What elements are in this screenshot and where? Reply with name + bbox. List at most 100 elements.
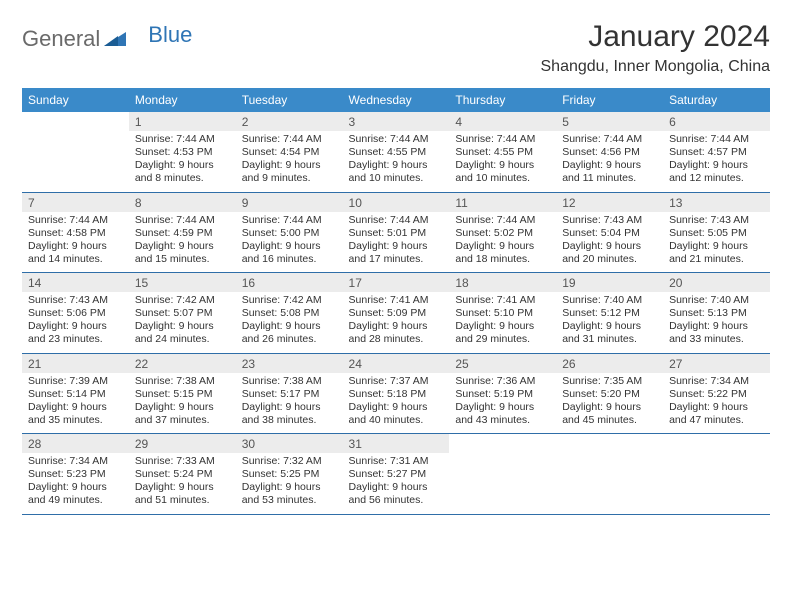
calendar-week-row: 1Sunrise: 7:44 AMSunset: 4:53 PMDaylight… xyxy=(22,112,770,192)
day-content: Sunrise: 7:38 AMSunset: 5:15 PMDaylight:… xyxy=(129,373,236,434)
sunset-text: Sunset: 5:04 PM xyxy=(562,227,657,240)
calendar-day-cell: 14Sunrise: 7:43 AMSunset: 5:06 PMDayligh… xyxy=(22,273,129,354)
day-number: 24 xyxy=(343,354,450,373)
sunrise-text: Sunrise: 7:37 AM xyxy=(349,375,444,388)
day-number: 25 xyxy=(449,354,556,373)
day-content: Sunrise: 7:44 AMSunset: 4:55 PMDaylight:… xyxy=(343,131,450,192)
calendar-day-cell: 18Sunrise: 7:41 AMSunset: 5:10 PMDayligh… xyxy=(449,273,556,354)
day-content: Sunrise: 7:39 AMSunset: 5:14 PMDaylight:… xyxy=(22,373,129,434)
sunset-text: Sunset: 5:01 PM xyxy=(349,227,444,240)
day-content: Sunrise: 7:34 AMSunset: 5:22 PMDaylight:… xyxy=(663,373,770,434)
day-content: Sunrise: 7:35 AMSunset: 5:20 PMDaylight:… xyxy=(556,373,663,434)
daylight-text: Daylight: 9 hours and 56 minutes. xyxy=(349,481,444,507)
calendar-day-cell: 20Sunrise: 7:40 AMSunset: 5:13 PMDayligh… xyxy=(663,273,770,354)
page-header: General Blue January 2024 Shangdu, Inner… xyxy=(22,20,770,76)
sunrise-text: Sunrise: 7:44 AM xyxy=(349,133,444,146)
sunset-text: Sunset: 4:54 PM xyxy=(242,146,337,159)
daylight-text: Daylight: 9 hours and 37 minutes. xyxy=(135,401,230,427)
sunset-text: Sunset: 5:19 PM xyxy=(455,388,550,401)
sunrise-text: Sunrise: 7:44 AM xyxy=(562,133,657,146)
daylight-text: Daylight: 9 hours and 35 minutes. xyxy=(28,401,123,427)
sunset-text: Sunset: 5:02 PM xyxy=(455,227,550,240)
daylight-text: Daylight: 9 hours and 49 minutes. xyxy=(28,481,123,507)
daylight-text: Daylight: 9 hours and 33 minutes. xyxy=(669,320,764,346)
sunrise-text: Sunrise: 7:44 AM xyxy=(455,133,550,146)
day-content: Sunrise: 7:41 AMSunset: 5:09 PMDaylight:… xyxy=(343,292,450,353)
sunrise-text: Sunrise: 7:40 AM xyxy=(562,294,657,307)
calendar-day-cell: 3Sunrise: 7:44 AMSunset: 4:55 PMDaylight… xyxy=(343,112,450,192)
day-content: Sunrise: 7:44 AMSunset: 4:54 PMDaylight:… xyxy=(236,131,343,192)
sunset-text: Sunset: 4:56 PM xyxy=(562,146,657,159)
calendar-day-cell: 23Sunrise: 7:38 AMSunset: 5:17 PMDayligh… xyxy=(236,353,343,434)
day-number: 14 xyxy=(22,273,129,292)
day-content: Sunrise: 7:41 AMSunset: 5:10 PMDaylight:… xyxy=(449,292,556,353)
calendar-body: 1Sunrise: 7:44 AMSunset: 4:53 PMDaylight… xyxy=(22,112,770,514)
daylight-text: Daylight: 9 hours and 38 minutes. xyxy=(242,401,337,427)
sunrise-text: Sunrise: 7:32 AM xyxy=(242,455,337,468)
day-content: Sunrise: 7:44 AMSunset: 4:53 PMDaylight:… xyxy=(129,131,236,192)
day-number: 3 xyxy=(343,112,450,131)
weekday-header: Thursday xyxy=(449,88,556,112)
calendar-day-cell: 6Sunrise: 7:44 AMSunset: 4:57 PMDaylight… xyxy=(663,112,770,192)
sunrise-text: Sunrise: 7:31 AM xyxy=(349,455,444,468)
daylight-text: Daylight: 9 hours and 21 minutes. xyxy=(669,240,764,266)
sunset-text: Sunset: 5:05 PM xyxy=(669,227,764,240)
day-content: Sunrise: 7:34 AMSunset: 5:23 PMDaylight:… xyxy=(22,453,129,514)
sunset-text: Sunset: 5:00 PM xyxy=(242,227,337,240)
sunset-text: Sunset: 4:58 PM xyxy=(28,227,123,240)
calendar-day-cell: 11Sunrise: 7:44 AMSunset: 5:02 PMDayligh… xyxy=(449,192,556,273)
calendar-day-cell: 17Sunrise: 7:41 AMSunset: 5:09 PMDayligh… xyxy=(343,273,450,354)
daylight-text: Daylight: 9 hours and 10 minutes. xyxy=(349,159,444,185)
day-content: Sunrise: 7:43 AMSunset: 5:06 PMDaylight:… xyxy=(22,292,129,353)
day-content: Sunrise: 7:43 AMSunset: 5:05 PMDaylight:… xyxy=(663,212,770,273)
day-number: 15 xyxy=(129,273,236,292)
sunset-text: Sunset: 5:24 PM xyxy=(135,468,230,481)
day-content: Sunrise: 7:44 AMSunset: 4:58 PMDaylight:… xyxy=(22,212,129,273)
sunset-text: Sunset: 5:12 PM xyxy=(562,307,657,320)
title-block: January 2024 Shangdu, Inner Mongolia, Ch… xyxy=(541,20,771,76)
calendar-day-cell: 1Sunrise: 7:44 AMSunset: 4:53 PMDaylight… xyxy=(129,112,236,192)
month-title: January 2024 xyxy=(541,20,771,54)
calendar-day-cell: 9Sunrise: 7:44 AMSunset: 5:00 PMDaylight… xyxy=(236,192,343,273)
day-content: Sunrise: 7:33 AMSunset: 5:24 PMDaylight:… xyxy=(129,453,236,514)
calendar-day-cell: 13Sunrise: 7:43 AMSunset: 5:05 PMDayligh… xyxy=(663,192,770,273)
day-number: 11 xyxy=(449,193,556,212)
sunrise-text: Sunrise: 7:44 AM xyxy=(135,133,230,146)
day-number: 20 xyxy=(663,273,770,292)
day-content xyxy=(556,439,663,497)
weekday-header: Wednesday xyxy=(343,88,450,112)
day-content: Sunrise: 7:38 AMSunset: 5:17 PMDaylight:… xyxy=(236,373,343,434)
sunrise-text: Sunrise: 7:44 AM xyxy=(455,214,550,227)
sunrise-text: Sunrise: 7:42 AM xyxy=(135,294,230,307)
calendar-table: Sunday Monday Tuesday Wednesday Thursday… xyxy=(22,88,770,515)
day-content: Sunrise: 7:44 AMSunset: 5:00 PMDaylight:… xyxy=(236,212,343,273)
day-content xyxy=(449,439,556,497)
sunset-text: Sunset: 5:27 PM xyxy=(349,468,444,481)
day-number: 10 xyxy=(343,193,450,212)
sunset-text: Sunset: 4:55 PM xyxy=(349,146,444,159)
weekday-header: Sunday xyxy=(22,88,129,112)
sunrise-text: Sunrise: 7:34 AM xyxy=(669,375,764,388)
calendar-week-row: 7Sunrise: 7:44 AMSunset: 4:58 PMDaylight… xyxy=(22,192,770,273)
day-number: 22 xyxy=(129,354,236,373)
calendar-week-row: 14Sunrise: 7:43 AMSunset: 5:06 PMDayligh… xyxy=(22,273,770,354)
daylight-text: Daylight: 9 hours and 12 minutes. xyxy=(669,159,764,185)
calendar-header-row: Sunday Monday Tuesday Wednesday Thursday… xyxy=(22,88,770,112)
calendar-day-cell: 21Sunrise: 7:39 AMSunset: 5:14 PMDayligh… xyxy=(22,353,129,434)
calendar-day-cell: 5Sunrise: 7:44 AMSunset: 4:56 PMDaylight… xyxy=(556,112,663,192)
sunrise-text: Sunrise: 7:35 AM xyxy=(562,375,657,388)
sunset-text: Sunset: 5:23 PM xyxy=(28,468,123,481)
calendar-day-cell: 19Sunrise: 7:40 AMSunset: 5:12 PMDayligh… xyxy=(556,273,663,354)
daylight-text: Daylight: 9 hours and 17 minutes. xyxy=(349,240,444,266)
day-number: 16 xyxy=(236,273,343,292)
daylight-text: Daylight: 9 hours and 14 minutes. xyxy=(28,240,123,266)
day-content xyxy=(663,439,770,497)
location-text: Shangdu, Inner Mongolia, China xyxy=(541,58,771,76)
day-number: 4 xyxy=(449,112,556,131)
calendar-week-row: 21Sunrise: 7:39 AMSunset: 5:14 PMDayligh… xyxy=(22,353,770,434)
calendar-day-cell: 7Sunrise: 7:44 AMSunset: 4:58 PMDaylight… xyxy=(22,192,129,273)
sunrise-text: Sunrise: 7:44 AM xyxy=(669,133,764,146)
daylight-text: Daylight: 9 hours and 45 minutes. xyxy=(562,401,657,427)
sunset-text: Sunset: 5:10 PM xyxy=(455,307,550,320)
calendar-day-cell: 2Sunrise: 7:44 AMSunset: 4:54 PMDaylight… xyxy=(236,112,343,192)
